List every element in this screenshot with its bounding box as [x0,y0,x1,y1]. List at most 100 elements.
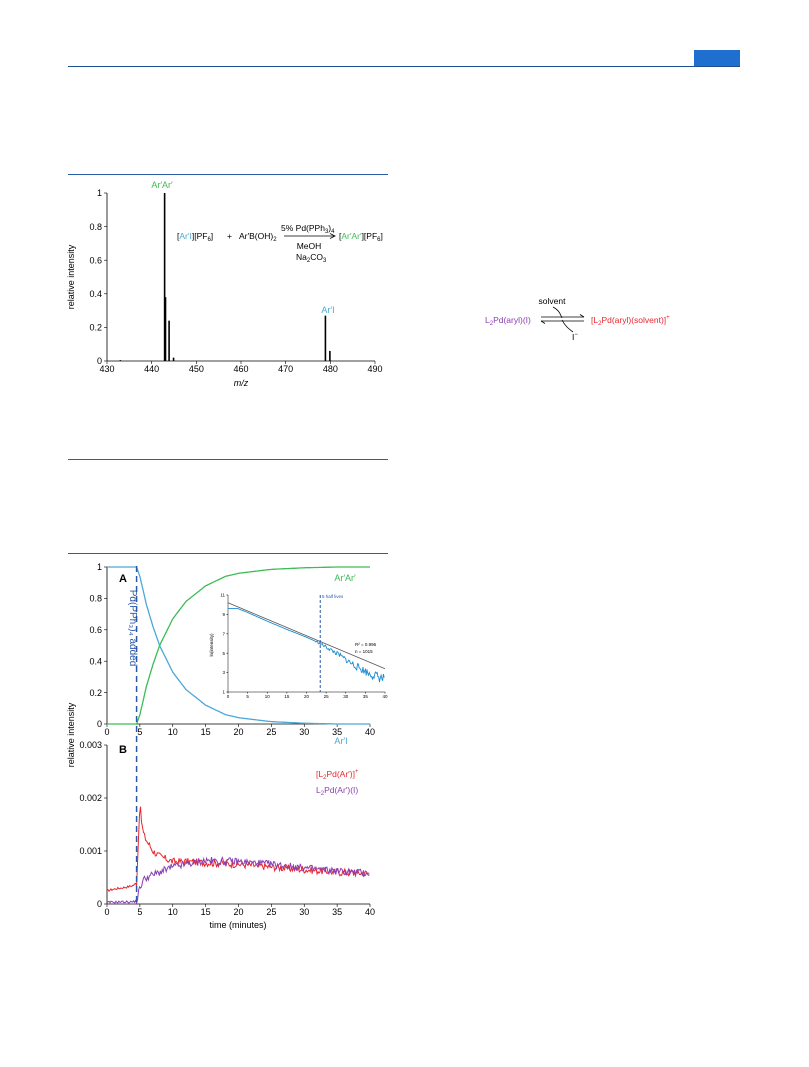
series-label-biaryl: Ar′Ar′ [334,573,356,583]
figure1-bottom-rule [68,459,388,460]
scheme-solvent-label: solvent [539,296,567,306]
x-tick-label: 0 [227,694,230,699]
scheme-iodide-label: I− [572,332,578,342]
x-tick-label: 30 [343,694,349,699]
panel-a-label: A [119,573,127,585]
x-tick-label: 430 [99,364,114,374]
x-tick-label: 40 [382,694,388,699]
x-tick-label: 5 [137,727,142,737]
x-tick-label: 5 [246,694,249,699]
y-tick-label: 0 [97,356,102,366]
y-tick-label: 0.8 [89,222,102,232]
mass-spectrum-figure: 430 440 450 460 470 480 490 0 0.2 0.4 0.6 0.8 1 rela… [66,180,383,388]
y-tick-label: 1 [97,188,102,198]
x-tick-label: 25 [266,907,276,917]
mass-spectrum-xlabel: m/z [234,378,249,388]
reaction-arrow-head [329,233,336,239]
x-tick-label: 0 [104,907,109,917]
y-tick-label: 0.001 [79,846,102,856]
inset-half-lives-label: 5 half lives [322,594,344,599]
y-tick-label: 0.4 [89,656,102,666]
x-tick-label: 40 [365,727,375,737]
x-tick-label: 470 [278,364,293,374]
x-tick-label: 15 [284,694,290,699]
panel-b-axes: 0 5 10 15 20 25 30 35 40 0 0.001 0.002 0.003 [79,740,375,917]
reactant2: Ar′B(OH)2 [239,231,277,243]
y-tick-label: 9 [222,612,225,617]
reaction-equation: [Ar′I][PF6] + Ar′B(OH)2 5% Pd(PPh3)4 MeO… [177,223,383,264]
x-tick-label: 15 [201,907,211,917]
mass-spectrum-axes: 430 440 450 460 470 480 490 0 0.2 0.4 0.6 0.8 1 [89,188,382,374]
x-tick-label: 40 [365,907,375,917]
scheme-cationic-complex: [L2Pd(aryl)(solvent)]+ [591,315,670,327]
y-tick-label: 5 [222,651,225,656]
x-tick-label: 10 [265,694,271,699]
x-tick-label: 20 [304,694,310,699]
x-tick-label: 25 [324,694,330,699]
x-tick-label: 20 [233,907,243,917]
mass-spectrum-peaks [119,193,331,361]
y-tick-label: 0.4 [89,289,102,299]
catalyst-label: 5% Pd(PPh3)4 [281,223,335,235]
inset-ylabel: ln(intensity) [209,633,214,657]
panel-b-label: B [119,744,127,756]
x-tick-label: 35 [332,907,342,917]
x-tick-label: 10 [168,907,178,917]
x-tick-label: 490 [367,364,382,374]
inset-fit-line [227,602,386,670]
catalyst-added-annotation: Pd(PPh₃)₄ added [127,590,138,667]
y-tick-label: 0.6 [89,625,102,635]
equilibrium-arrows [540,306,585,333]
x-tick-label: 15 [201,727,211,737]
reactant1: [Ar′I][PF6] [177,231,213,243]
mass-spectrum-ylabel: relative intensity [66,244,76,309]
y-tick-label: 0.2 [89,323,102,333]
inset-series [227,595,386,692]
legend-cationic-complex: [L2Pd(Ar′)]+ [316,769,359,781]
inset-background [228,595,385,692]
x-tick-label: 30 [299,727,309,737]
x-tick-label: 440 [144,364,159,374]
peak-label-biaryl: Ar′Ar′ [151,180,173,190]
inset-data-line [228,608,385,683]
x-tick-label: 460 [233,364,248,374]
y-tick-label: 11 [220,593,225,598]
y-tick-label: 1 [222,690,225,695]
header-tab [694,50,740,66]
y-tick-label: 0.003 [79,740,102,750]
legend-neutral-complex: L2Pd(Ar′)(I) [316,785,358,797]
neutral-complex-series-line [106,856,370,906]
x-tick-label: 450 [189,364,204,374]
base-label: Na2CO3 [296,252,327,264]
x-tick-label: 20 [233,727,243,737]
x-tick-label: 5 [137,907,142,917]
x-tick-label: 30 [299,907,309,917]
solvent-label: MeOH [297,241,322,251]
product: [Ar′Ar′][PF6] [339,231,383,243]
plus-sign: + [227,231,232,241]
inset-r2-label: R² = 0.996 [355,642,377,647]
y-tick-label: 0.8 [89,594,102,604]
kinetics-xlabel: time (minutes) [209,920,266,930]
y-tick-label: 1 [97,562,102,572]
y-tick-label: 0.6 [89,255,102,265]
y-tick-label: 0.002 [79,793,102,803]
series-label-aryl-iodide: Ar′I [334,736,347,746]
y-tick-label: 3 [222,670,225,675]
aryl-iodide-series-line [107,566,370,725]
x-tick-label: 10 [168,727,178,737]
cationic-complex-series-line [106,806,370,892]
x-tick-label: 480 [323,364,338,374]
inset-n-label: n = 1015 [355,649,373,654]
header-rule [68,66,740,67]
scheme-neutral-complex: L2Pd(aryl)(I) [485,315,531,327]
biaryl-series-line [107,566,370,725]
panel-a-series [107,566,370,725]
x-tick-label: 25 [266,727,276,737]
x-tick-label: 35 [332,727,342,737]
panel-b-series [106,806,370,906]
x-tick-label: 35 [363,694,369,699]
